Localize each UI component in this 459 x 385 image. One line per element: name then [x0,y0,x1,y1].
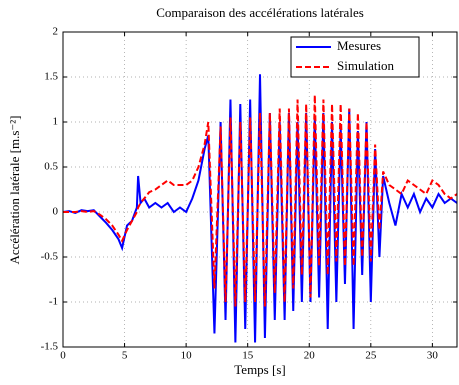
y-tick-label: -1 [49,296,58,308]
y-tick-label: -0.5 [41,251,59,263]
y-tick-label: 1 [53,116,59,128]
legend-label: Mesures [337,38,381,53]
x-tick-label: 20 [304,350,316,362]
y-tick-label: 0.5 [44,161,58,173]
x-axis-label: Temps [s] [234,362,285,377]
legend-box [290,36,420,78]
y-tick-label: 2 [53,26,59,38]
legend-label: Simulation [337,58,395,73]
x-tick-label: 15 [242,350,254,362]
x-tick-label: 10 [181,350,193,362]
x-tick-label: 30 [427,350,439,362]
chart-title: Comparaison des accélérations latérales [156,5,364,20]
y-tick-label: 1.5 [44,71,58,83]
y-tick-label: -1.5 [41,341,59,353]
y-tick-label: 0 [53,206,59,218]
x-tick-label: 5 [122,350,128,362]
x-tick-label: 0 [60,350,66,362]
y-axis-label: Accélération latérale [m.s⁻²] [7,116,22,265]
series-line [63,94,458,307]
plot-frame [62,31,458,348]
x-tick-label: 25 [365,350,377,362]
